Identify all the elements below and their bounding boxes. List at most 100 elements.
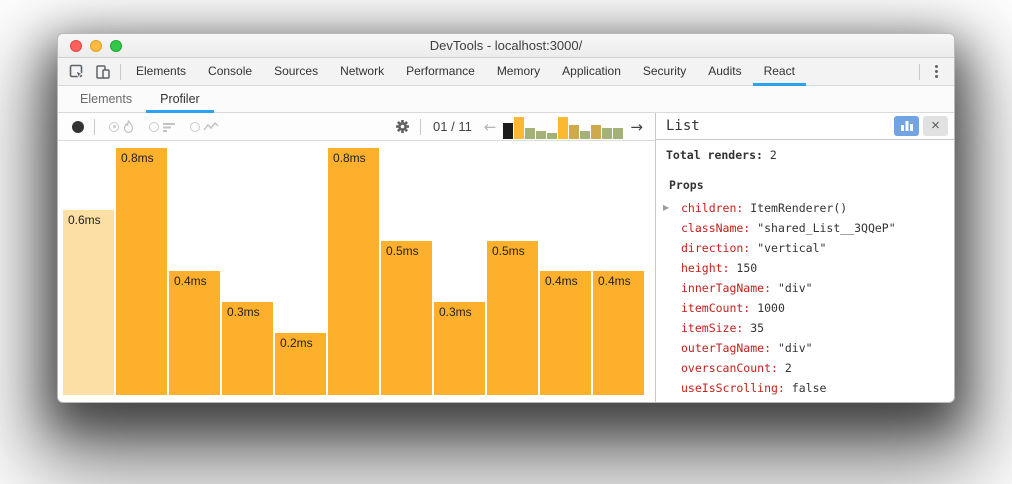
minimap-commit-bar[interactable] xyxy=(547,132,558,139)
component-panel-header: List × xyxy=(656,113,954,140)
commit-bar[interactable]: 0.4ms xyxy=(540,271,591,395)
commit-bar[interactable]: 0.8ms xyxy=(328,148,379,395)
ranked-mode-radio[interactable] xyxy=(149,121,159,132)
flamegraph-mode-radio[interactable] xyxy=(109,121,119,132)
prop-row: height: 150 xyxy=(656,258,954,278)
prop-value: "div" xyxy=(777,280,813,295)
prop-value: "shared_List__3QQeP" xyxy=(757,220,896,235)
interactions-mode-radio[interactable] xyxy=(190,121,200,132)
commit-bar-label: 0.8ms xyxy=(121,151,154,165)
commit-bar[interactable]: 0.6ms xyxy=(63,210,114,395)
commit-bar-label: 0.8ms xyxy=(333,151,366,165)
component-details-panel: List × Total renders: 2 xyxy=(655,113,954,402)
commit-bar[interactable]: 0.5ms xyxy=(381,241,432,395)
minimap-commit-bar[interactable] xyxy=(613,127,624,139)
flame-icon[interactable] xyxy=(122,119,135,134)
tab-console[interactable]: Console xyxy=(208,64,253,78)
minimap-commit-bar[interactable] xyxy=(558,116,569,139)
tab-performance[interactable]: Performance xyxy=(406,64,475,78)
inspect-element-icon[interactable] xyxy=(64,61,90,83)
commit-bar[interactable]: 0.3ms xyxy=(222,302,273,395)
component-name: List xyxy=(666,117,700,134)
tab-memory[interactable]: Memory xyxy=(496,64,541,78)
minimap-commit-bar[interactable] xyxy=(503,122,514,139)
tab-audits[interactable]: Audits xyxy=(708,64,742,78)
react-subtab-profiler[interactable]: Profiler xyxy=(146,86,214,113)
tab-sources[interactable]: Sources xyxy=(274,64,319,78)
record-button[interactable] xyxy=(72,120,84,133)
prop-key: outerTagName: xyxy=(681,340,772,355)
view-render-chart-button[interactable] xyxy=(894,115,919,136)
prop-key: height: xyxy=(681,260,730,275)
devtools-window: DevTools - localhost:3000/ Elements Conso… xyxy=(57,33,955,403)
prop-row: innerTagName: "div" xyxy=(656,278,954,298)
toolbar-divider xyxy=(94,118,95,135)
tab-security[interactable]: Security xyxy=(642,64,687,78)
next-commit-arrow-icon[interactable]: → xyxy=(630,117,643,136)
commit-counter: 01 / 11 xyxy=(433,119,472,134)
prop-key: innerTagName: xyxy=(681,280,772,295)
prop-row: direction: "vertical" xyxy=(656,238,954,258)
zoom-window-button[interactable] xyxy=(110,40,122,52)
prop-value: "div" xyxy=(777,340,813,355)
commit-bar-label: 0.3ms xyxy=(439,305,472,319)
device-toolbar-icon[interactable] xyxy=(90,61,116,83)
prop-row: useIsScrolling: false xyxy=(656,378,954,398)
prop-value: 1000 xyxy=(757,300,785,315)
tab-network[interactable]: Network xyxy=(340,64,385,78)
devtools-tab-list: Elements Console Sources Network Performance… xyxy=(125,58,806,85)
prop-key: children: xyxy=(681,200,744,215)
commit-bar[interactable]: 0.2ms xyxy=(275,333,326,395)
close-panel-button[interactable]: × xyxy=(923,115,948,136)
component-panel-body: Total renders: 2 Props ▶ children: ItemRe… xyxy=(656,140,954,402)
previous-commit-arrow-icon[interactable]: ← xyxy=(483,117,497,136)
commit-bars: 0.6ms 0.8ms 0.4ms 0.3ms 0.2ms 0.8ms 0.5ms 0.3ms… xyxy=(63,148,644,395)
commit-bar[interactable]: 0.4ms xyxy=(169,271,220,395)
commit-bar-label: 0.6ms xyxy=(68,213,101,227)
commit-bar[interactable]: 0.3ms xyxy=(434,302,485,395)
prop-key: className: xyxy=(681,220,751,235)
prop-row: className: "shared_List__3QQeP" xyxy=(656,218,954,238)
close-window-button[interactable] xyxy=(70,40,82,52)
minimap-commit-bar[interactable] xyxy=(580,130,591,139)
profiler-left-pane: 01 / 11 ← → 0.6ms 0.8ms 0.4ms 0.3ms 0.2ms 0.8… xyxy=(58,113,655,402)
react-subtab-elements[interactable]: Elements xyxy=(80,91,133,106)
prop-value: ItemRenderer() xyxy=(750,200,848,215)
devtools-tabbar: Elements Console Sources Network Performance… xyxy=(58,58,954,86)
commit-bar[interactable]: 0.4ms xyxy=(593,271,644,395)
commit-bar-label: 0.5ms xyxy=(492,244,525,258)
devtools-menu-icon[interactable] xyxy=(924,61,948,82)
react-subtab-bar: Elements Profiler xyxy=(58,86,954,113)
prop-row: width: 300 xyxy=(656,398,954,402)
window-title: DevTools - localhost:3000/ xyxy=(429,38,583,53)
commit-bar-label: 0.2ms xyxy=(280,336,313,350)
tab-react[interactable]: React xyxy=(753,58,806,86)
prop-value: 35 xyxy=(750,320,765,335)
minimap-commit-bar[interactable] xyxy=(536,130,547,139)
minimap-commit-bar[interactable] xyxy=(591,124,602,139)
commit-bar-label: 0.3ms xyxy=(227,305,260,319)
minimap-commit-bar[interactable] xyxy=(569,124,580,139)
minimize-window-button[interactable] xyxy=(90,40,102,52)
toolbar-divider xyxy=(420,118,422,135)
prop-value: 2 xyxy=(784,360,792,375)
prop-value: 300 xyxy=(729,401,750,402)
ranked-chart-icon[interactable] xyxy=(162,121,176,133)
commit-bar[interactable]: 0.5ms xyxy=(487,241,538,395)
prop-row: itemSize: 35 xyxy=(656,318,954,338)
window-titlebar: DevTools - localhost:3000/ xyxy=(58,34,954,58)
prop-row: ▶ children: ItemRenderer() xyxy=(656,198,954,218)
settings-gear-icon[interactable] xyxy=(395,119,410,134)
commit-bar[interactable]: 0.8ms xyxy=(116,148,167,395)
commit-bar-label: 0.4ms xyxy=(598,274,631,288)
props-header: Props xyxy=(669,177,704,192)
expand-triangle-icon[interactable]: ▶ xyxy=(663,202,670,212)
tab-elements[interactable]: Elements xyxy=(136,64,187,78)
minimap-commit-bar[interactable] xyxy=(525,127,536,139)
minimap-commit-bar[interactable] xyxy=(514,116,525,139)
commit-bar-label: 0.5ms xyxy=(386,244,419,258)
tab-application[interactable]: Application xyxy=(562,64,621,78)
interactions-chart-icon[interactable] xyxy=(203,121,219,133)
minimap-commit-bar[interactable] xyxy=(602,127,613,139)
toolbar-divider xyxy=(919,63,920,80)
